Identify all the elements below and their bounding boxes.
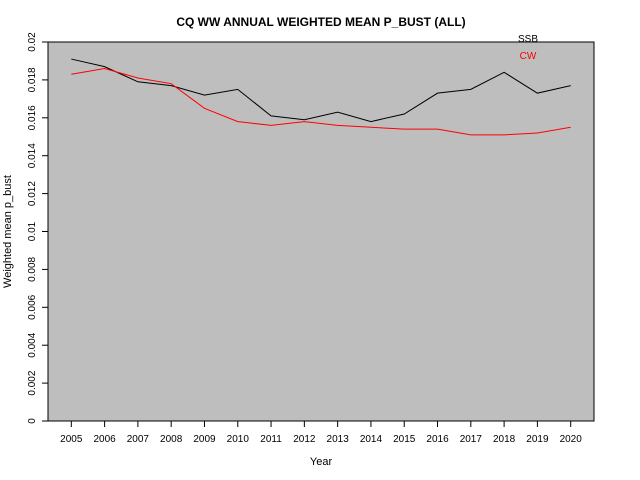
series-line-ssb — [71, 58, 571, 123]
legend-label-ssb: SSB — [518, 34, 538, 45]
y-tick-label: 0.006 — [27, 294, 38, 319]
chart-title: CQ WW ANNUAL WEIGHTED MEAN P_BUST (ALL) — [176, 15, 465, 29]
x-tick-label: 2007 — [127, 434, 150, 445]
plot-area — [47, 41, 595, 422]
y-tick-label: 0.01 — [27, 221, 38, 241]
x-tick-label: 2012 — [293, 434, 316, 445]
x-tick-label: 2020 — [560, 434, 583, 445]
x-tick-label: 2015 — [393, 434, 416, 445]
y-tick-label: 0.008 — [27, 256, 38, 281]
x-tick-label: 2014 — [360, 434, 383, 445]
x-axis-label: Year — [310, 456, 333, 468]
x-tick-label: 2006 — [93, 434, 116, 445]
x-tick-label: 2005 — [60, 434, 83, 445]
x-tick-label: 2019 — [526, 434, 549, 445]
legend-label-cw: CW — [520, 51, 537, 62]
x-tick-label: 2018 — [493, 434, 516, 445]
y-tick-label: 0.002 — [27, 370, 38, 395]
y-tick-label: 0.02 — [27, 32, 38, 52]
y-tick-label: 0.016 — [27, 105, 38, 130]
y-tick-label: 0.018 — [27, 67, 38, 92]
y-tick-label: 0 — [27, 418, 38, 424]
y-axis: 0 0.002 0.004 0.006 0.008 0.01 0.012 0.014 0.016… — [27, 32, 48, 424]
x-tick-label: 2017 — [460, 434, 483, 445]
y-tick-label: 0.004 — [27, 332, 38, 357]
x-tick-label: 2011 — [260, 434, 282, 445]
x-tick-label: 2009 — [193, 434, 216, 445]
series-lines — [71, 58, 571, 136]
y-tick-label: 0.012 — [27, 181, 38, 206]
x-axis: 2005 2006 2007 2008 2009 2010 2011 2012 2013 2014… — [60, 421, 582, 445]
y-tick-label: 0.014 — [27, 143, 38, 168]
x-tick-label: 2016 — [426, 434, 449, 445]
legend: SSB CW — [518, 34, 538, 62]
x-tick-label: 2008 — [160, 434, 183, 445]
series-line-cw — [71, 68, 571, 136]
y-axis-label: Weighted mean p_bust — [2, 175, 14, 288]
x-tick-label: 2010 — [227, 434, 250, 445]
x-tick-label: 2013 — [327, 434, 350, 445]
